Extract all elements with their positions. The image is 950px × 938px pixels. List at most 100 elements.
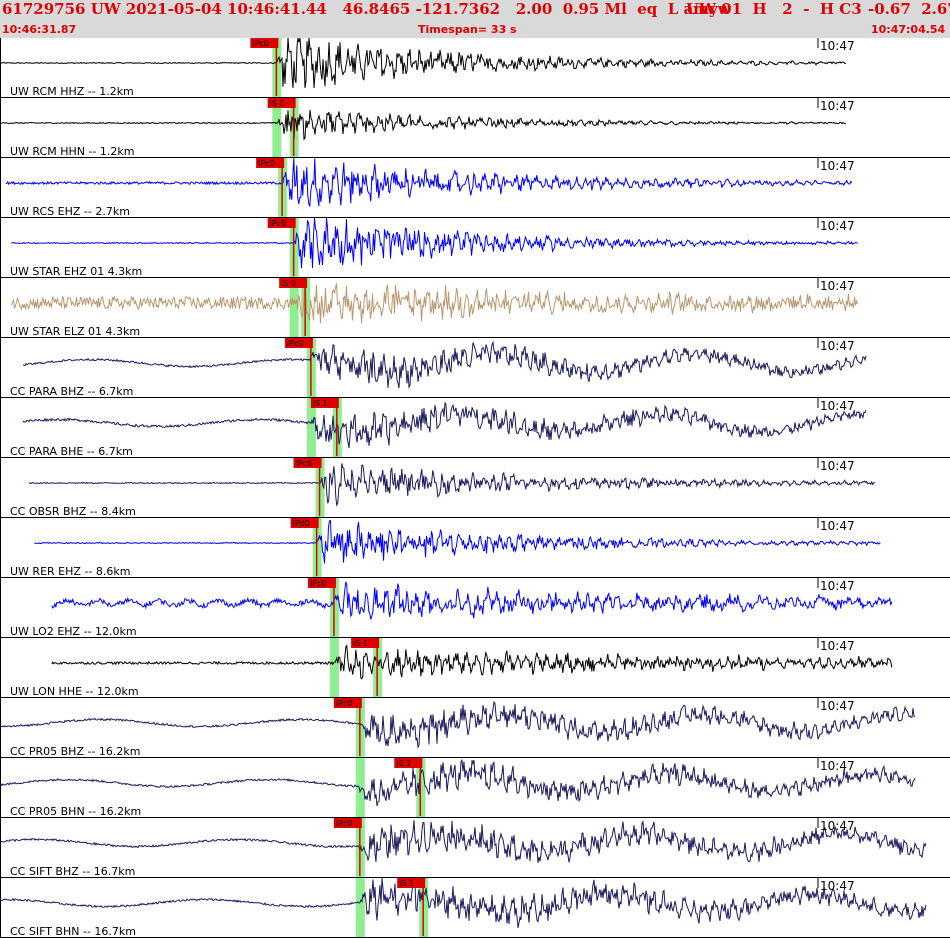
- trace-panel[interactable]: iPd0 10:47 UW RER EHZ -- 8.6km: [0, 518, 950, 578]
- pick-flag[interactable]: [250, 38, 279, 48]
- trace-panel[interactable]: iS 1 10:47 UW RCM HHN -- 1.2km: [0, 98, 950, 158]
- minute-tick-label: 10:47: [820, 459, 855, 473]
- time-bar: 10:46:31.87 Timespan= 33 s 10:47:04.54: [0, 22, 950, 38]
- waveform-line: [11, 217, 858, 269]
- station-label: CC PARA BHZ -- 6.7km: [10, 385, 133, 398]
- pick-flag[interactable]: [333, 818, 362, 828]
- minute-tick-label: 10:47: [820, 759, 855, 773]
- pick-label: iPc0: [310, 579, 327, 588]
- waveform-line: [11, 283, 858, 324]
- pick-label: iPc0: [287, 339, 304, 348]
- minute-tick-label: 10:47: [820, 519, 855, 533]
- waveform-line: [5, 157, 853, 207]
- pick-label: iS 1: [270, 99, 285, 108]
- waveform-line: [0, 820, 927, 863]
- pick-label: iS 1: [399, 879, 414, 888]
- station-label: CC OBSR BHZ -- 8.4km: [10, 505, 136, 518]
- pick-label: iPc0: [252, 39, 269, 48]
- end-time: 10:47:04.54: [871, 23, 946, 36]
- pick-flag[interactable]: [267, 98, 296, 108]
- trace-panel[interactable]: iS 1 10:47 CC PARA BHE -- 6.7km: [0, 398, 950, 458]
- station-label: UW RCS EHZ -- 2.7km: [10, 205, 130, 218]
- pick-window: [329, 638, 339, 698]
- seismogram-panels[interactable]: iPc0 10:47 UW RCM HHZ -- 1.2km iS 1 10:47 UW …: [0, 38, 950, 938]
- pick-label: iPc0: [336, 699, 353, 708]
- station-label: UW RER EHZ -- 8.6km: [10, 565, 130, 578]
- pick-flag[interactable]: [394, 758, 423, 768]
- pick-flag[interactable]: [256, 158, 285, 168]
- trace-panel[interactable]: iS 1 10:47 CC PR05 BHN -- 16.2km: [0, 758, 950, 818]
- waveform-line: [28, 463, 875, 507]
- timespan-label: Timespan= 33 s: [418, 23, 517, 36]
- trace-panel[interactable]: iPc0 10:47 CC PR05 BHZ -- 16.2km: [0, 698, 950, 758]
- pick-window: [289, 278, 299, 338]
- station-label: CC SIFT BHZ -- 16.7km: [10, 865, 135, 878]
- waveform-line: [0, 758, 916, 807]
- pick-flag[interactable]: [351, 638, 380, 648]
- pick-flag[interactable]: [290, 518, 319, 528]
- waveform-line: [0, 38, 847, 89]
- pick-window: [355, 758, 365, 818]
- pick-flag[interactable]: [307, 578, 336, 588]
- pick-flag[interactable]: [284, 338, 313, 348]
- minute-tick-label: 10:47: [820, 219, 855, 233]
- waveform-line: [0, 700, 916, 750]
- waveform-line: [51, 644, 893, 680]
- pick-label: iPc0: [296, 459, 313, 468]
- event-summary: 61729756 UW 2021-05-04 10:46:41.44 46.84…: [2, 0, 731, 18]
- station-label: CC PR05 BHZ -- 16.2km: [10, 745, 141, 758]
- trace-panel[interactable]: iPc0 10:47 CC SIFT BHZ -- 16.7km: [0, 818, 950, 878]
- trace-panel[interactable]: iS 1 10:47 CC SIFT BHN -- 16.7km: [0, 877, 950, 938]
- minute-tick-label: 10:47: [820, 159, 855, 173]
- waveform-line: [0, 877, 927, 928]
- station-label: UW STAR EHZ 01 4.3km: [10, 265, 142, 278]
- station-label: UW LO2 EHZ -- 12.0km: [10, 625, 137, 638]
- trace-panel[interactable]: iS 1 10:47 UW LON HHE -- 12.0km: [0, 638, 950, 698]
- start-time: 10:46:31.87: [2, 23, 77, 36]
- minute-tick-label: 10:47: [820, 819, 855, 833]
- waveform-line: [34, 520, 881, 564]
- pick-label: iPc0: [258, 159, 275, 168]
- pick-label: iS 0: [281, 279, 296, 288]
- pick-label: iPd0: [293, 519, 310, 528]
- station-label: UW RCM HHZ -- 1.2km: [10, 85, 134, 98]
- station-label: UW RCM HHN -- 1.2km: [10, 145, 134, 158]
- minute-tick-label: 10:47: [820, 579, 855, 593]
- waveform-line: [22, 402, 867, 449]
- pick-label: iPc0: [336, 819, 353, 828]
- waveform-line: [51, 581, 893, 620]
- minute-tick-label: 10:47: [820, 699, 855, 713]
- pick-window: [355, 878, 365, 938]
- station-label: CC SIFT BHN -- 16.7km: [10, 925, 136, 938]
- trace-panel[interactable]: iS 0 10:47 UW STAR ELZ 01 4.3km: [0, 278, 950, 338]
- pick-flag[interactable]: [397, 878, 426, 888]
- pick-flag[interactable]: [267, 218, 296, 228]
- waveform-line: [0, 109, 846, 141]
- station-label: UW STAR ELZ 01 4.3km: [10, 325, 140, 338]
- pick-flag[interactable]: [279, 278, 308, 288]
- minute-tick-label: 10:47: [820, 639, 855, 653]
- pick-flag[interactable]: [310, 398, 339, 408]
- pick-window: [272, 98, 282, 158]
- minute-tick-label: 10:47: [820, 99, 855, 113]
- trace-panel[interactable]: iPc0 10:47 CC PARA BHZ -- 6.7km: [0, 338, 950, 398]
- station-label: CC PARA BHE -- 6.7km: [10, 445, 133, 458]
- solution-tag: UW 01 H 2 - H C3: [686, 0, 862, 18]
- trace-panel[interactable]: iPc0 10:47 CC OBSR BHZ -- 8.4km: [0, 458, 950, 518]
- minute-tick-label: 10:47: [820, 879, 855, 893]
- station-label: UW LON HHE -- 12.0km: [10, 685, 139, 698]
- minute-tick-label: 10:47: [820, 39, 855, 53]
- pick-label: iS 1: [353, 639, 368, 648]
- waveform-line: [22, 340, 867, 390]
- trace-panel[interactable]: iPc0 10:47 UW LO2 EHZ -- 12.0km: [0, 578, 950, 638]
- magnitude-range: -0.67 2.67: [868, 0, 950, 18]
- event-header: 61729756 UW 2021-05-04 10:46:41.44 46.84…: [0, 0, 950, 22]
- pick-label: iS 1: [313, 399, 328, 408]
- trace-panel[interactable]: iPc0 10:47 UW RCS EHZ -- 2.7km: [0, 157, 950, 218]
- minute-tick-label: 10:47: [820, 279, 855, 293]
- trace-panel[interactable]: iPc0 10:47 UW STAR EHZ 01 4.3km: [0, 217, 950, 278]
- pick-flag[interactable]: [333, 698, 362, 708]
- pick-flag[interactable]: [293, 458, 322, 468]
- trace-panel[interactable]: iPc0 10:47 UW RCM HHZ -- 1.2km: [0, 38, 950, 98]
- minute-tick-label: 10:47: [820, 339, 855, 353]
